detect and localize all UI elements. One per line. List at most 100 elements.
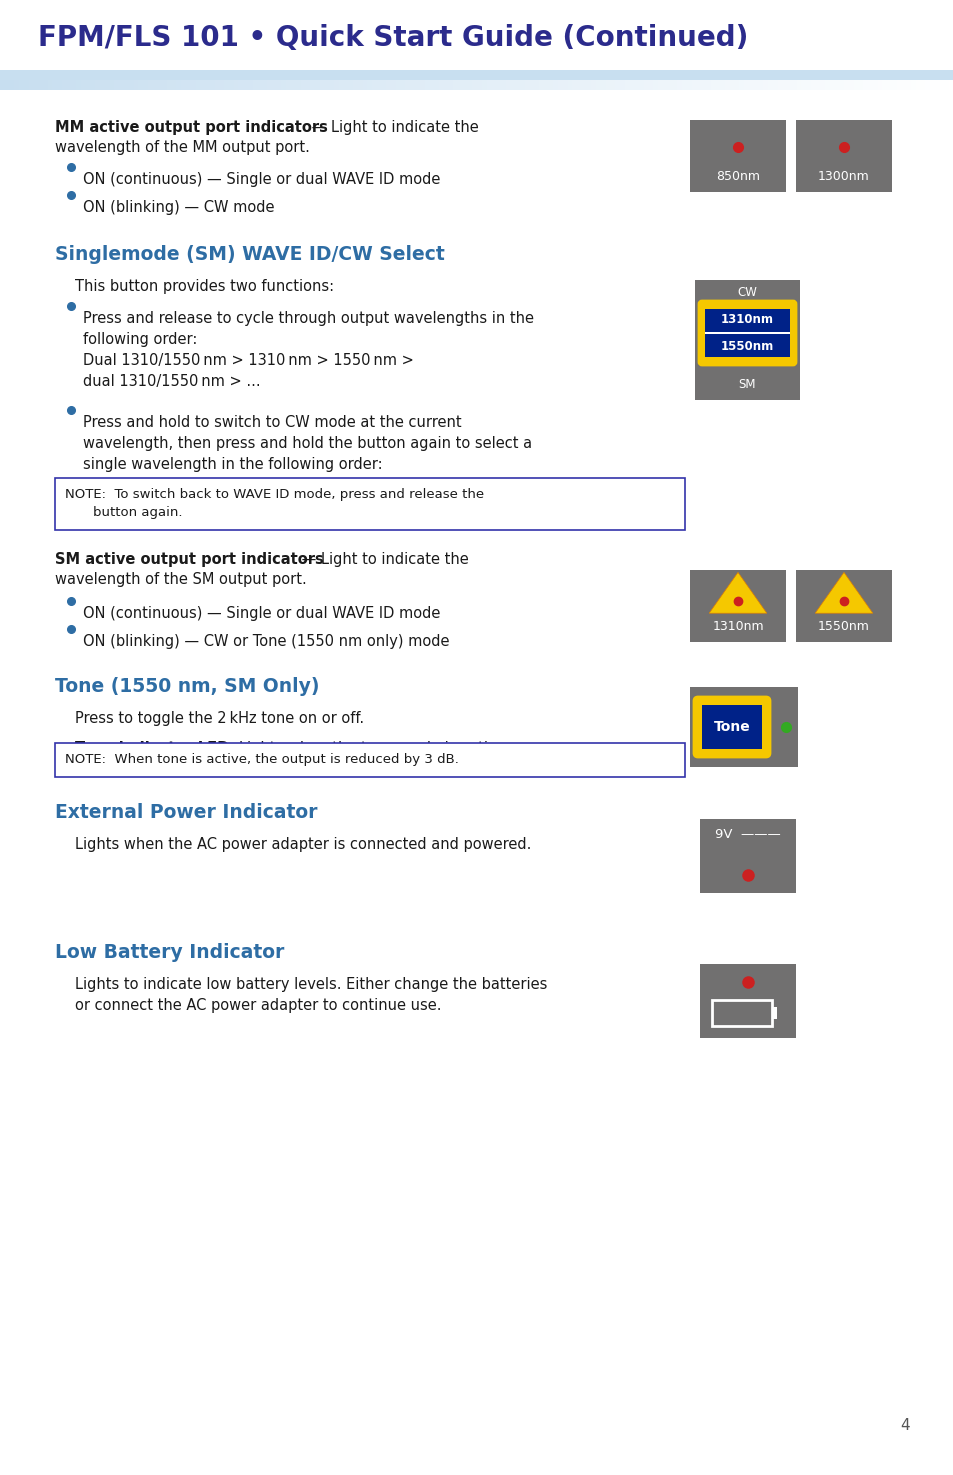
Bar xyxy=(71,65,76,90)
Text: Lights to indicate low battery levels. Either change the batteries
or connect th: Lights to indicate low battery levels. E… xyxy=(75,976,547,1013)
Bar xyxy=(348,65,353,90)
Bar xyxy=(114,65,119,90)
Bar xyxy=(67,65,71,90)
Bar xyxy=(162,65,167,90)
Bar xyxy=(681,65,686,90)
Bar xyxy=(205,65,210,90)
Bar xyxy=(519,65,524,90)
Bar xyxy=(395,65,400,90)
Text: ON (continuous) — Single or dual WAVE ID mode: ON (continuous) — Single or dual WAVE ID… xyxy=(83,173,440,187)
Bar xyxy=(686,65,691,90)
Bar xyxy=(76,65,81,90)
Text: Tone (1550 nm, SM Only): Tone (1550 nm, SM Only) xyxy=(55,677,319,696)
Bar xyxy=(672,65,677,90)
Bar xyxy=(491,65,496,90)
Bar xyxy=(176,65,181,90)
Bar xyxy=(443,65,448,90)
Bar xyxy=(934,65,939,90)
Bar xyxy=(486,65,491,90)
Bar xyxy=(605,65,610,90)
Bar xyxy=(448,65,453,90)
Bar xyxy=(55,743,684,777)
Text: FPM/FLS 101 • Quick Start Guide (Continued): FPM/FLS 101 • Quick Start Guide (Continu… xyxy=(38,24,747,52)
Bar xyxy=(191,65,195,90)
Bar xyxy=(562,65,567,90)
Bar xyxy=(481,65,486,90)
Bar xyxy=(5,65,10,90)
Text: Press and hold to switch to CW mode at the current
wavelength, then press and ho: Press and hold to switch to CW mode at t… xyxy=(83,414,532,493)
Bar xyxy=(700,965,795,1038)
Bar xyxy=(772,65,777,90)
Bar xyxy=(472,65,476,90)
Bar xyxy=(689,687,797,767)
Bar xyxy=(510,65,515,90)
Bar xyxy=(229,65,233,90)
Bar xyxy=(615,65,619,90)
Text: — Light to indicate the: — Light to indicate the xyxy=(307,119,478,136)
Bar xyxy=(524,65,529,90)
Bar xyxy=(795,119,891,192)
Bar xyxy=(100,65,105,90)
Text: Press and release to cycle through output wavelengths in the
following order:
Du: Press and release to cycle through outpu… xyxy=(83,311,534,389)
Bar xyxy=(820,65,824,90)
Bar xyxy=(467,65,472,90)
Bar xyxy=(720,65,724,90)
Bar xyxy=(786,65,791,90)
Bar xyxy=(138,65,143,90)
Bar xyxy=(457,65,462,90)
Bar xyxy=(253,65,257,90)
Bar xyxy=(148,65,152,90)
Bar xyxy=(62,65,67,90)
Bar xyxy=(267,65,272,90)
Bar xyxy=(839,65,843,90)
Bar xyxy=(243,65,248,90)
Bar xyxy=(181,65,186,90)
Bar xyxy=(329,65,334,90)
Bar xyxy=(834,65,839,90)
Text: 1310nm: 1310nm xyxy=(712,620,763,633)
Bar xyxy=(10,65,14,90)
Bar xyxy=(648,65,653,90)
Text: Tone: Tone xyxy=(713,720,750,735)
Text: NOTE:  When tone is active, the output is reduced by 3 dB.: NOTE: When tone is active, the output is… xyxy=(65,754,458,766)
Bar xyxy=(362,65,367,90)
Bar xyxy=(829,65,834,90)
Bar xyxy=(124,65,129,90)
Bar xyxy=(758,65,762,90)
Bar xyxy=(415,65,419,90)
Bar xyxy=(210,65,214,90)
Bar xyxy=(281,65,286,90)
Bar xyxy=(715,65,720,90)
Bar xyxy=(262,65,267,90)
Bar xyxy=(767,65,772,90)
Polygon shape xyxy=(708,572,766,614)
Bar xyxy=(610,65,615,90)
Bar xyxy=(391,65,395,90)
Bar xyxy=(600,65,605,90)
Bar xyxy=(167,65,172,90)
Bar xyxy=(948,65,953,90)
Bar xyxy=(705,65,710,90)
Bar xyxy=(553,65,558,90)
Bar xyxy=(596,65,600,90)
Bar xyxy=(689,119,785,192)
Text: Singlemode (SM) WAVE ID/CW Select: Singlemode (SM) WAVE ID/CW Select xyxy=(55,245,444,264)
Bar xyxy=(152,65,157,90)
Bar xyxy=(701,705,761,749)
Bar xyxy=(334,65,338,90)
Bar xyxy=(52,65,57,90)
Text: Press to toggle the 2 kHz tone on or off.: Press to toggle the 2 kHz tone on or off… xyxy=(75,711,364,726)
Bar xyxy=(434,65,438,90)
Bar xyxy=(901,65,905,90)
Bar xyxy=(55,478,684,530)
Bar xyxy=(796,65,801,90)
Text: wavelength of the MM output port.: wavelength of the MM output port. xyxy=(55,140,310,155)
Bar xyxy=(858,65,862,90)
Bar xyxy=(567,65,572,90)
Bar xyxy=(872,65,877,90)
Text: ON (blinking) — CW or Tone (1550 nm only) mode: ON (blinking) — CW or Tone (1550 nm only… xyxy=(83,634,449,649)
Bar xyxy=(810,65,815,90)
Bar xyxy=(91,65,95,90)
Bar xyxy=(381,65,386,90)
Bar xyxy=(824,65,829,90)
